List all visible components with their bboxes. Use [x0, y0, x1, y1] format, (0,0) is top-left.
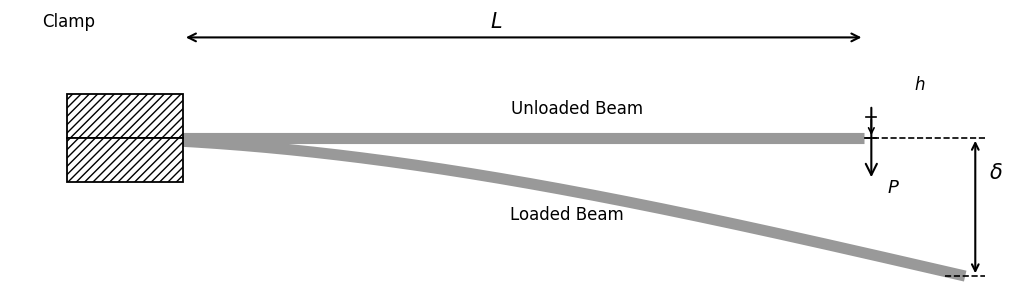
Text: Clamp: Clamp	[41, 13, 95, 32]
Text: h: h	[914, 76, 924, 95]
Text: Loaded Beam: Loaded Beam	[510, 205, 623, 224]
Text: P: P	[887, 178, 898, 197]
Bar	[67, 138, 183, 181]
Text: $\delta$: $\delta$	[988, 162, 1001, 182]
Bar	[67, 95, 183, 138]
Text: L: L	[489, 12, 501, 32]
Text: Unloaded Beam: Unloaded Beam	[511, 101, 642, 118]
